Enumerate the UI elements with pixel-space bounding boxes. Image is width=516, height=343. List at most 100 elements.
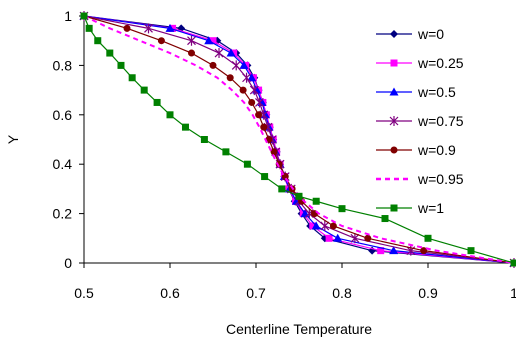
data-point — [140, 86, 148, 94]
x-tick-label: 0.9 — [418, 285, 438, 301]
series-line — [83, 15, 515, 264]
data-point — [80, 12, 88, 20]
data-point — [350, 233, 360, 244]
x-tick-label: 1 — [510, 285, 516, 301]
data-point — [209, 61, 217, 69]
data-point — [106, 49, 114, 57]
data-point — [420, 247, 428, 255]
legend-item: w=0.75 — [376, 113, 464, 129]
data-point — [128, 74, 136, 82]
data-point — [309, 222, 317, 230]
data-point — [144, 23, 153, 34]
y-tick-label: 0.8 — [53, 57, 73, 73]
data-point — [261, 173, 269, 181]
data-point — [295, 192, 303, 200]
legend-marker — [390, 204, 398, 212]
data-point — [510, 259, 516, 267]
data-point — [311, 221, 321, 230]
data-point — [226, 74, 234, 82]
data-point — [231, 60, 241, 71]
data-point — [214, 48, 224, 59]
data-point — [381, 215, 389, 223]
data-point — [242, 72, 251, 83]
series-w-0-75 — [79, 11, 516, 268]
data-point — [281, 173, 289, 181]
data-point — [222, 148, 230, 156]
y-tick-label: 0.4 — [53, 156, 73, 172]
y-tick-label: 0.6 — [53, 107, 73, 123]
data-point — [239, 60, 249, 69]
legend-marker — [390, 30, 398, 38]
series-w-0 — [80, 12, 516, 267]
x-axis-ticks: 0.5 0.6 0.7 0.8 0.9 1 — [74, 263, 516, 301]
data-point — [166, 111, 174, 119]
legend-label: w=0.25 — [417, 55, 464, 71]
legend-marker — [390, 146, 398, 154]
data-point — [249, 85, 259, 96]
data-point — [259, 109, 269, 120]
data-point — [85, 24, 93, 32]
x-axis-title: Centerline Temperature — [226, 321, 372, 337]
series-line — [83, 15, 515, 264]
data-point — [377, 247, 385, 255]
data-point — [204, 36, 214, 45]
x-tick-label: 0.5 — [74, 285, 94, 301]
legend: w=0 w=0.25 w=0.5 w=0.75 w=0.9 w=0.95 w=1 — [376, 26, 464, 216]
y-axis-title: Y — [5, 134, 21, 144]
legend-item: w=0.5 — [376, 84, 456, 100]
x-tick-label: 0.7 — [246, 285, 266, 301]
legend-label: w=1 — [417, 200, 444, 216]
series-line — [83, 15, 515, 264]
series-w-0-9 — [80, 12, 516, 267]
data-point — [209, 37, 217, 45]
data-point — [255, 111, 263, 119]
data-point — [239, 86, 247, 94]
data-point — [467, 247, 475, 255]
data-point — [181, 123, 189, 131]
plot-area: 0.5 0.6 0.7 0.8 0.9 1 0 0.2 0.4 0.6 0.8 1 — [53, 8, 516, 301]
legend-item: w=1 — [376, 200, 444, 216]
series-w-0-95 — [83, 15, 515, 264]
data-point — [94, 37, 102, 45]
series-w-1 — [80, 12, 516, 267]
y-tick-label: 1 — [64, 8, 72, 24]
series-w-0-5 — [79, 11, 516, 267]
legend-item: w=0.9 — [376, 142, 456, 158]
data-point — [123, 24, 131, 32]
series-line — [83, 15, 515, 264]
legend-marker — [389, 116, 399, 126]
data-point — [165, 23, 175, 32]
legend-label: w=0.95 — [417, 171, 464, 187]
legend-label: w=0 — [417, 26, 444, 42]
legend-label: w=0.5 — [417, 84, 456, 100]
data-point — [364, 234, 372, 242]
legend-marker — [389, 87, 399, 96]
data-point — [169, 24, 177, 32]
series-line — [83, 15, 515, 264]
data-point — [200, 136, 208, 143]
y-tick-label: 0.2 — [53, 206, 73, 222]
data-point — [329, 222, 337, 230]
data-point — [255, 97, 264, 108]
data-point — [278, 185, 286, 193]
y-tick-label: 0 — [64, 255, 72, 271]
data-point — [243, 160, 251, 168]
x-tick-label: 0.8 — [332, 285, 352, 301]
data-point — [153, 98, 161, 106]
data-point — [117, 61, 125, 69]
legend-marker — [390, 59, 398, 67]
data-point — [325, 234, 333, 242]
legend-item: w=0.25 — [376, 55, 464, 71]
data-point — [320, 220, 330, 231]
legend-label: w=0.9 — [417, 142, 456, 158]
data-point — [260, 123, 268, 131]
data-point — [389, 246, 399, 255]
series-layer — [79, 11, 516, 268]
data-point — [188, 49, 195, 57]
legend-item: w=0 — [376, 26, 444, 42]
legend-label: w=0.75 — [417, 113, 464, 129]
data-point — [226, 48, 236, 57]
data-point — [333, 233, 343, 242]
data-point — [248, 98, 256, 106]
